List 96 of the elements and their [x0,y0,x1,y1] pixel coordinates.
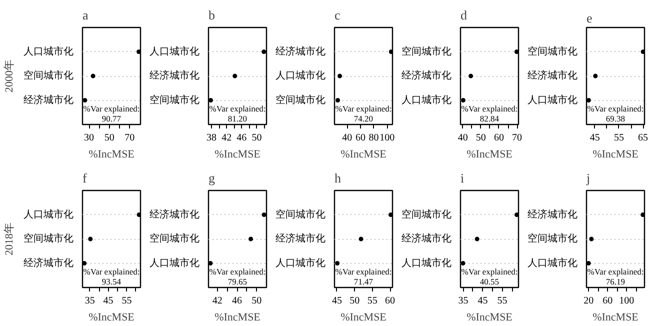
annotation: %Var explained: 81.20 [209,103,266,124]
x-tick-label: 70 [512,132,522,144]
x-tick-label: 55 [614,132,624,144]
y-tick-label: 经济城市化 [402,70,452,82]
x-tick-label: 100 [619,296,634,306]
x-axis-title: %IncMSE [214,148,261,160]
x-axis-title: %IncMSE [592,148,639,160]
chart-title: i [460,170,464,186]
x-tick-label: 50 [104,132,114,144]
x-tick-label: 65 [638,132,648,144]
x-tick-label: 50 [476,132,486,144]
x-tick-label: 55 [497,296,508,306]
y-tick-label: 经济城市化 [276,232,326,244]
annotation: %Var explained: 69.38 [587,103,644,124]
chart-title: c [334,8,340,22]
y-tick-label: 经济城市化 [150,208,200,220]
x-tick-label: 55 [367,296,378,306]
y-tick-label: 人口城市化 [150,45,200,58]
x-tick-label: 35 [458,296,468,306]
x-tick-label: 80 [368,132,379,144]
x-tick-label: 46 [236,132,247,144]
chart-title: d [460,8,468,22]
y-tick-label: 空间城市化 [24,70,74,82]
x-axis-title: %IncMSE [88,312,135,324]
x-tick-label: 50 [252,132,262,144]
y-tick-label: 经济城市化 [276,45,326,58]
y-tick-label: 空间城市化 [402,45,452,58]
x-tick-label: 38 [206,132,217,144]
annotation: %Var explained: 76.19 [587,266,644,286]
y-tick-label: 空间城市化 [150,94,200,106]
y-tick-label: 经济城市化 [24,94,74,106]
x-tick-label: 46 [232,296,242,306]
chart-title: b [208,8,215,22]
x-tick-label: 45 [332,296,342,306]
chart-title: f [82,170,88,186]
annotation: %Var explained: 74.20 [335,103,392,124]
y-tick-label: 空间城市化 [528,45,578,58]
y-tick-label: 空间城市化 [276,94,326,106]
annotation: %Var explained: 90.77 [83,103,140,124]
y-tick-label: 空间城市化 [276,208,326,220]
y-tick-label: 空间城市化 [528,232,578,244]
y-tick-label: 人口城市化 [402,94,452,106]
x-tick-label: 100 [380,132,395,144]
x-tick-label: 50 [252,296,262,306]
x-tick-label: 60 [494,132,504,144]
x-axis-title: %IncMSE [466,148,513,160]
x-tick-label: 45 [103,296,114,306]
x-axis-title: %IncMSE [214,312,261,324]
y-tick-label: 人口城市化 [276,256,326,269]
annotation: %Var explained: 71.47 [335,266,392,286]
x-axis-title: %IncMSE [466,312,513,324]
y-tick-label: 空间城市化 [402,208,452,220]
y-tick-label: 人口城市化 [150,256,200,269]
x-tick-label: 60 [602,296,613,306]
y-tick-label: 人口城市化 [528,256,578,269]
y-tick-label: 人口城市化 [528,94,578,106]
chart-title: g [208,170,216,186]
annotation: %Var explained: 40.55 [461,266,518,286]
x-tick-label: 70 [124,132,135,144]
y-tick-label: 经济城市化 [24,256,74,269]
x-tick-label: 55 [122,296,132,306]
x-axis-title: %IncMSE [592,312,639,324]
chart-title: j [586,170,590,186]
chart-title: e [586,10,592,26]
x-tick-label: 60 [385,296,396,306]
chart-title: a [82,8,88,22]
x-tick-label: 42 [212,296,222,306]
y-axis-title: 2000年 [4,60,16,92]
x-tick-label: 40 [342,132,352,144]
y-tick-label: 经济城市化 [528,208,578,220]
annotation: %Var explained: 79.65 [209,266,266,286]
x-tick-label: 42 [222,132,232,144]
y-tick-label: 空间城市化 [24,232,74,244]
y-axis-title: 2018年 [4,222,16,256]
annotation: %Var explained: 93.54 [83,266,140,286]
x-tick-label: 50 [350,296,360,306]
y-tick-label: 经济城市化 [528,70,578,82]
y-tick-label: 经济城市化 [150,70,200,82]
x-tick-label: 60 [355,132,366,144]
annotation: %Var explained: 82.84 [461,103,518,124]
x-tick-label: 20 [584,296,594,306]
y-tick-label: 经济城市化 [402,232,452,244]
y-tick-label: 人口城市化 [24,45,74,58]
y-tick-label: 人口城市化 [24,208,74,220]
x-axis-title: %IncMSE [340,148,387,160]
x-tick-label: 30 [84,132,94,144]
x-tick-label: 45 [478,296,488,306]
chart-title: h [334,170,342,186]
y-tick-label: 人口城市化 [402,256,452,269]
y-tick-label: 人口城市化 [276,70,326,82]
x-tick-label: 45 [590,132,600,144]
x-axis-title: %IncMSE [88,148,135,160]
x-axis-title: %IncMSE [340,312,387,324]
x-tick-label: 40 [458,132,468,144]
y-tick-label: 空间城市化 [150,232,200,244]
x-tick-label: 35 [84,296,95,306]
